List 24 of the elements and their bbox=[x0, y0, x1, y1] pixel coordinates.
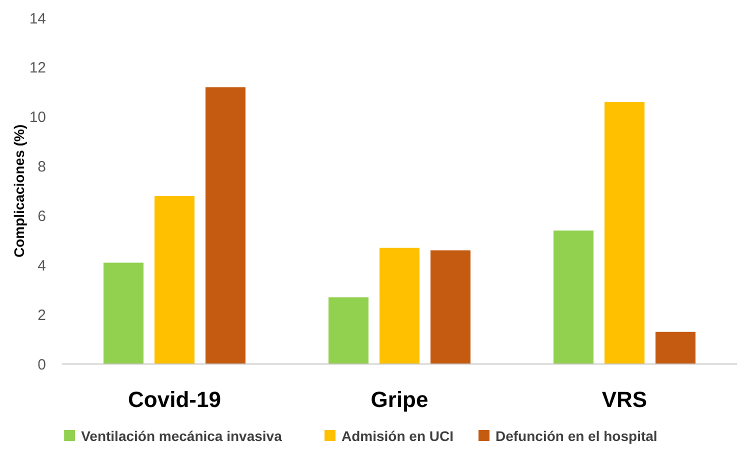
y-tick-label: 4 bbox=[38, 257, 46, 274]
bar bbox=[104, 262, 144, 364]
bar bbox=[604, 102, 644, 364]
y-axis-title: Complicaciones (%) bbox=[11, 124, 27, 258]
bar bbox=[380, 248, 420, 364]
bar bbox=[328, 297, 368, 364]
bar bbox=[206, 87, 246, 364]
legend-label: Defunción en el hospital bbox=[496, 428, 658, 444]
y-tick-label: 2 bbox=[38, 306, 46, 324]
legend-label: Ventilación mecánica invasiva bbox=[81, 428, 282, 444]
y-tick-label: 6 bbox=[38, 208, 46, 225]
y-tick-label: 14 bbox=[29, 10, 46, 28]
y-tick-label: 8 bbox=[38, 158, 46, 176]
y-tick-label: 10 bbox=[29, 109, 46, 126]
legend-label: Admisión en UCI bbox=[342, 428, 454, 444]
x-tick-label: Covid-19 bbox=[128, 387, 221, 412]
bar bbox=[656, 332, 696, 364]
x-tick-label: VRS bbox=[602, 387, 648, 412]
y-tick-label: 12 bbox=[29, 60, 46, 77]
y-tick-label: 0 bbox=[38, 356, 46, 374]
x-tick-label: Gripe bbox=[370, 387, 428, 412]
bar bbox=[554, 230, 594, 364]
bar bbox=[430, 250, 470, 364]
bar bbox=[154, 196, 194, 364]
